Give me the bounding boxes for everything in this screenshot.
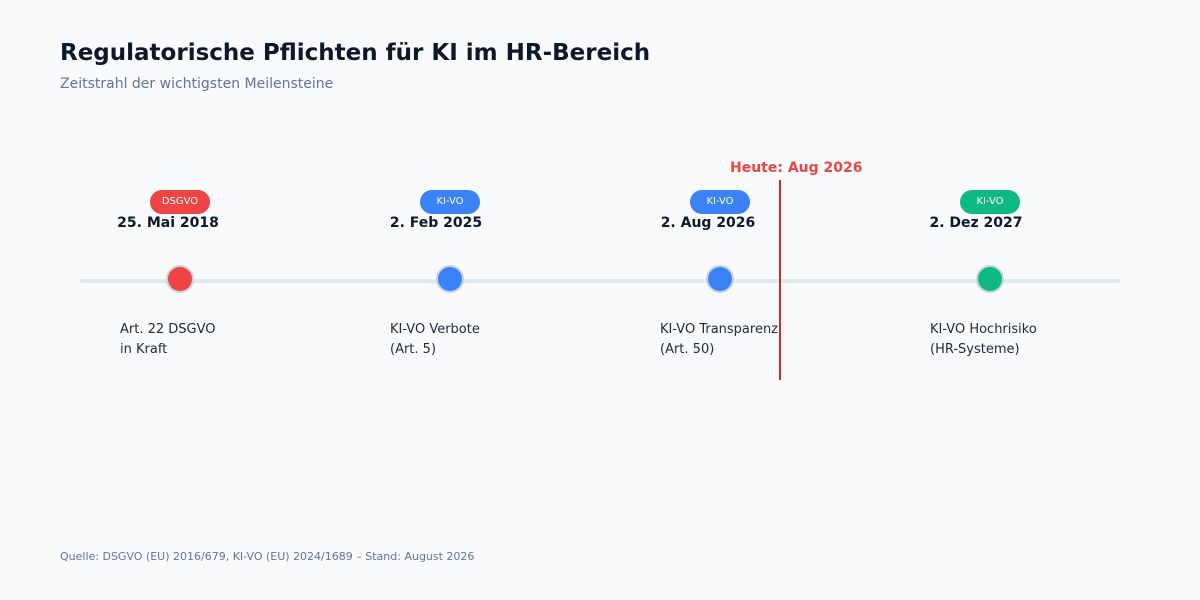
milestone-description-line: (HR-Systeme) — [930, 342, 1020, 357]
milestone-date: 2. Feb 2025 — [389, 215, 483, 231]
milestone-description-line: KI-VO Transparenz — [660, 322, 779, 337]
milestone-date: 2. Dez 2027 — [929, 215, 1023, 231]
milestone-date: 25. Mai 2018 — [117, 215, 219, 231]
milestone-dot — [166, 265, 194, 293]
today-label: Heute: Aug 2026 — [730, 160, 863, 176]
milestone-dot — [976, 265, 1004, 293]
milestone-description: Art. 22 DSGVO in Kraft — [120, 320, 216, 360]
milestone-description-line: in Kraft — [120, 342, 168, 357]
milestone-dot — [706, 265, 734, 293]
page-title: Regulatorische Pflichten für KI im HR-Be… — [60, 40, 651, 66]
milestone-description-line: (Art. 50) — [660, 342, 715, 357]
milestone-dot — [436, 265, 464, 293]
milestone-date: 2. Aug 2026 — [660, 215, 756, 231]
timeline-axis — [80, 279, 1120, 283]
milestone-badge: KI-VO — [420, 190, 480, 214]
milestone-description: KI-VO Transparenz (Art. 50) — [660, 320, 778, 360]
milestone-description-line: KI-VO Hochrisiko — [930, 322, 1037, 337]
milestone-description-line: KI-VO Verbote — [390, 322, 480, 337]
milestone-description: KI-VO Hochrisiko (HR-Systeme) — [930, 320, 1037, 360]
milestone-badge: KI-VO — [960, 190, 1020, 214]
today-marker-line — [779, 180, 781, 380]
milestone-description-line: Art. 22 DSGVO — [120, 322, 216, 337]
source-footnote: Quelle: DSGVO (EU) 2016/679, KI-VO (EU) … — [60, 550, 475, 563]
milestone-badge: DSGVO — [150, 190, 210, 214]
milestone-description-line: (Art. 5) — [390, 342, 437, 357]
milestone-description: KI-VO Verbote (Art. 5) — [390, 320, 480, 360]
page-subtitle: Zeitstrahl der wichtigsten Meilensteine — [60, 76, 334, 92]
milestone-badge: KI-VO — [690, 190, 750, 214]
